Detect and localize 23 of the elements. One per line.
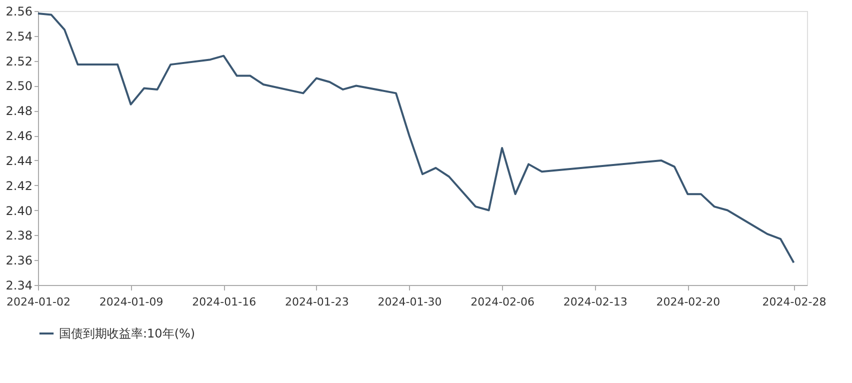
y-tick-label: 2.52	[6, 54, 32, 68]
y-tick-label: 2.46	[6, 129, 32, 144]
x-tick-label: 2024-01-23	[284, 296, 349, 308]
y-tick-label: 2.44	[6, 154, 32, 168]
y-tick-label: 2.56	[6, 4, 32, 18]
x-tick-label: 2024-01-30	[378, 296, 442, 308]
y-tick-label: 2.36	[6, 254, 32, 268]
y-tick-label: 2.42	[6, 178, 32, 193]
x-tick-label: 2024-02-28	[762, 296, 826, 308]
y-tick-label: 2.54	[6, 29, 32, 44]
x-tick-label: 2024-01-16	[192, 296, 256, 308]
x-tick-label: 2024-02-06	[470, 296, 535, 308]
line-series	[37, 12, 795, 264]
y-tick-label: 2.38	[6, 228, 32, 243]
x-tick-label: 2024-01-09	[99, 296, 164, 308]
legend-label: 国债到期收益率:10年(%)	[59, 326, 196, 340]
y-tick-label: 2.48	[6, 104, 32, 118]
y-tick-label: 2.34	[6, 278, 32, 292]
y-tick-label: 2.50	[6, 79, 32, 94]
y-tick-label: 2.40	[6, 204, 32, 218]
x-tick-label: 2024-02-13	[563, 296, 628, 308]
x-tick-label: 2024-02-20	[656, 296, 720, 308]
x-tick-label: 2024-01-02	[6, 296, 70, 308]
